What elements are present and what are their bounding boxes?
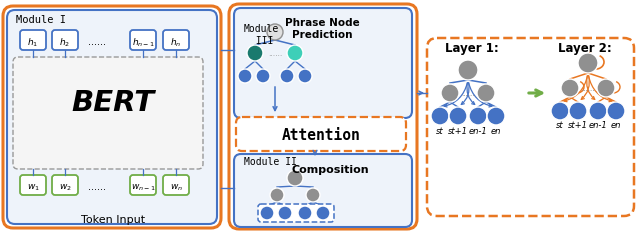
Text: Layer 1:: Layer 1: <box>445 42 499 55</box>
Text: ......: ...... <box>88 37 106 47</box>
Circle shape <box>256 69 270 83</box>
Text: st+1: st+1 <box>568 121 588 131</box>
FancyBboxPatch shape <box>163 30 189 50</box>
Text: $h_1$: $h_1$ <box>28 37 38 49</box>
Text: ......: ...... <box>88 182 106 192</box>
Text: en-1: en-1 <box>589 121 607 131</box>
FancyBboxPatch shape <box>163 175 189 195</box>
Circle shape <box>469 107 487 125</box>
Circle shape <box>280 69 294 83</box>
Text: $w_2$: $w_2$ <box>59 183 72 193</box>
Text: $w_n$: $w_n$ <box>170 183 182 193</box>
Circle shape <box>316 206 330 220</box>
Text: ......: ...... <box>581 86 595 92</box>
Circle shape <box>449 107 467 125</box>
FancyBboxPatch shape <box>236 117 406 151</box>
Text: $w_1$: $w_1$ <box>27 183 40 193</box>
Text: Module
  III: Module III <box>244 24 279 46</box>
Circle shape <box>287 45 303 61</box>
Circle shape <box>487 107 505 125</box>
FancyBboxPatch shape <box>130 175 156 195</box>
Text: $h_2$: $h_2$ <box>60 37 70 49</box>
FancyBboxPatch shape <box>13 57 203 169</box>
Circle shape <box>477 84 495 102</box>
Circle shape <box>551 102 569 120</box>
Circle shape <box>270 188 284 202</box>
Text: $w_{n-1}$: $w_{n-1}$ <box>131 183 156 193</box>
Text: ......: ...... <box>268 48 282 58</box>
Text: Composition: Composition <box>291 165 369 175</box>
Circle shape <box>260 206 274 220</box>
Text: st+1: st+1 <box>448 127 468 135</box>
Circle shape <box>298 69 312 83</box>
Text: $h_n$: $h_n$ <box>170 37 182 49</box>
Text: Module I: Module I <box>16 15 66 25</box>
FancyBboxPatch shape <box>427 38 634 216</box>
Circle shape <box>278 206 292 220</box>
Circle shape <box>569 102 587 120</box>
Text: ......: ...... <box>461 91 475 97</box>
FancyBboxPatch shape <box>229 4 417 229</box>
Text: en-1: en-1 <box>468 127 488 135</box>
FancyBboxPatch shape <box>20 30 46 50</box>
Circle shape <box>597 79 615 97</box>
Circle shape <box>267 24 283 40</box>
Circle shape <box>441 84 459 102</box>
Text: st: st <box>436 127 444 135</box>
Text: Token Input: Token Input <box>81 215 145 225</box>
Text: Layer 2:: Layer 2: <box>558 42 612 55</box>
Text: st: st <box>556 121 564 131</box>
Circle shape <box>589 102 607 120</box>
FancyBboxPatch shape <box>7 10 217 224</box>
Text: BERT: BERT <box>72 89 155 117</box>
Text: Attention: Attention <box>282 128 360 143</box>
Circle shape <box>561 79 579 97</box>
Text: en: en <box>611 121 621 131</box>
Text: Module II: Module II <box>244 157 297 167</box>
Circle shape <box>238 69 252 83</box>
Circle shape <box>607 102 625 120</box>
FancyBboxPatch shape <box>3 6 221 228</box>
Circle shape <box>298 206 312 220</box>
FancyBboxPatch shape <box>234 8 412 118</box>
FancyBboxPatch shape <box>52 175 78 195</box>
Circle shape <box>431 107 449 125</box>
Text: $h_{n-1}$: $h_{n-1}$ <box>132 37 154 49</box>
Circle shape <box>306 188 320 202</box>
Circle shape <box>247 45 263 61</box>
FancyBboxPatch shape <box>20 175 46 195</box>
Circle shape <box>458 60 478 80</box>
Text: en: en <box>491 127 501 135</box>
FancyBboxPatch shape <box>52 30 78 50</box>
Text: Phrase Node
Prediction: Phrase Node Prediction <box>285 18 360 40</box>
FancyBboxPatch shape <box>258 204 334 222</box>
Circle shape <box>578 53 598 73</box>
FancyBboxPatch shape <box>130 30 156 50</box>
Circle shape <box>287 170 303 186</box>
FancyBboxPatch shape <box>234 154 412 227</box>
